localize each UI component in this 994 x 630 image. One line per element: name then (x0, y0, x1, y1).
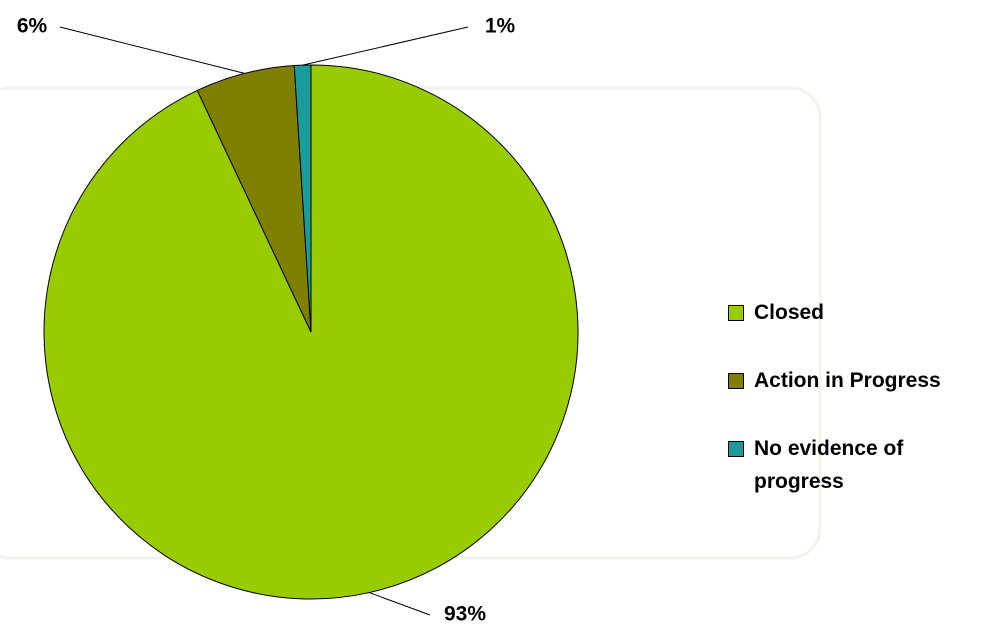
data-label: 93% (444, 603, 486, 626)
legend-label: No evidence of progress (754, 437, 904, 493)
legend-label: Closed (754, 301, 825, 324)
leader-line (59, 26, 245, 74)
legend-swatch (728, 305, 744, 321)
legend-label: Action in Progress (754, 369, 941, 392)
data-label: 6% (17, 15, 48, 38)
leader-line (369, 592, 431, 616)
legend: Closed Action in Progress No evidence of p… (728, 296, 990, 533)
legend-item: Action in Progress (728, 364, 990, 397)
legend-item: No evidence of progress (728, 432, 990, 498)
data-label: 1% (485, 15, 516, 38)
legend-item: Closed (728, 296, 990, 329)
leader-line (302, 26, 469, 66)
legend-swatch (728, 373, 744, 389)
legend-swatch (728, 441, 744, 457)
